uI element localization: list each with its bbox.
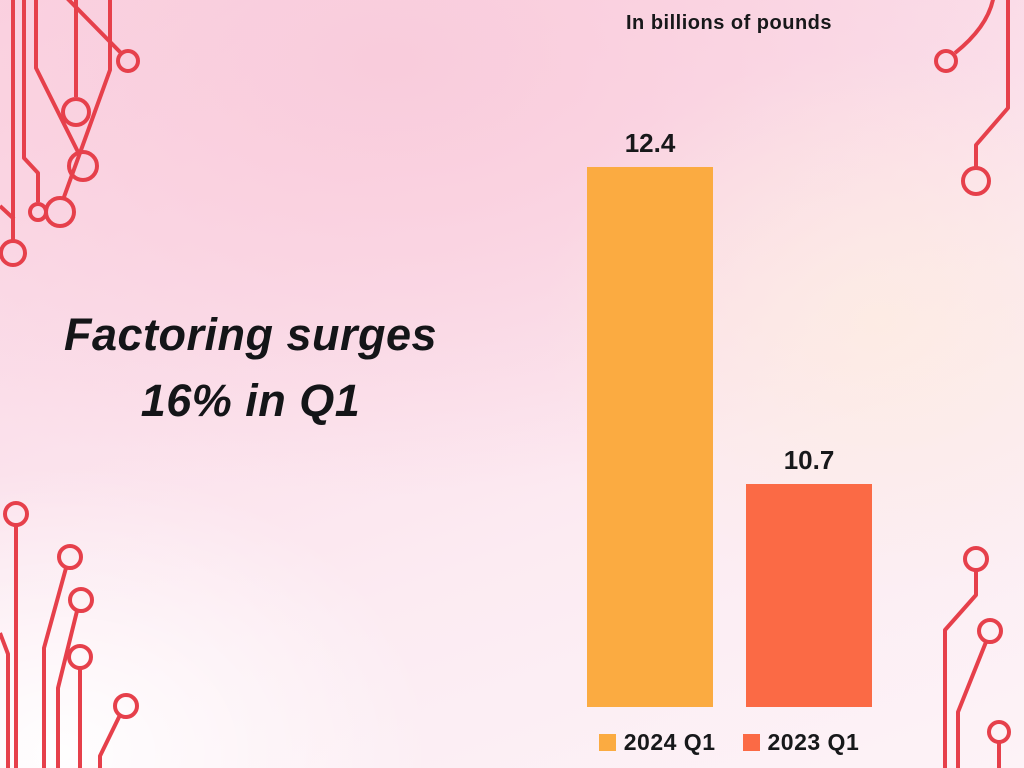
- page-title: Factoring surges 16% in Q1: [38, 302, 463, 434]
- bar-chart: 12.4 10.7: [587, 128, 872, 707]
- title-line-2: 16% in Q1: [140, 375, 361, 426]
- bar-group-2023-q1: 10.7: [746, 167, 872, 707]
- legend-label-2024: 2024 Q1: [623, 728, 716, 755]
- bar-group-2024-q1: 12.4: [587, 128, 713, 707]
- circuit-top-right: [934, 0, 1010, 196]
- title-line-1: Factoring surges: [63, 309, 438, 360]
- bar-value-label-2023: 10.7: [783, 445, 835, 475]
- circuit-bottom-right: [943, 546, 1011, 768]
- chart-units-label: In billions of pounds: [625, 12, 833, 34]
- legend-item-2023-q1: 2023 Q1: [742, 728, 860, 756]
- circuit-bottom-left: [0, 501, 139, 768]
- legend-label-2023: 2023 Q1: [767, 728, 860, 755]
- chart-legend: 2024 Q1 2023 Q1: [579, 729, 879, 755]
- legend-item-2024-q1: 2024 Q1: [598, 728, 716, 756]
- bar-2023-q1: [746, 484, 872, 707]
- legend-swatch-2024-icon: [598, 733, 616, 751]
- bar-value-label-2024: 12.4: [624, 128, 676, 158]
- circuit-top-left: [0, 0, 140, 267]
- legend-swatch-2023-icon: [742, 733, 760, 751]
- bar-2024-q1: [587, 167, 713, 707]
